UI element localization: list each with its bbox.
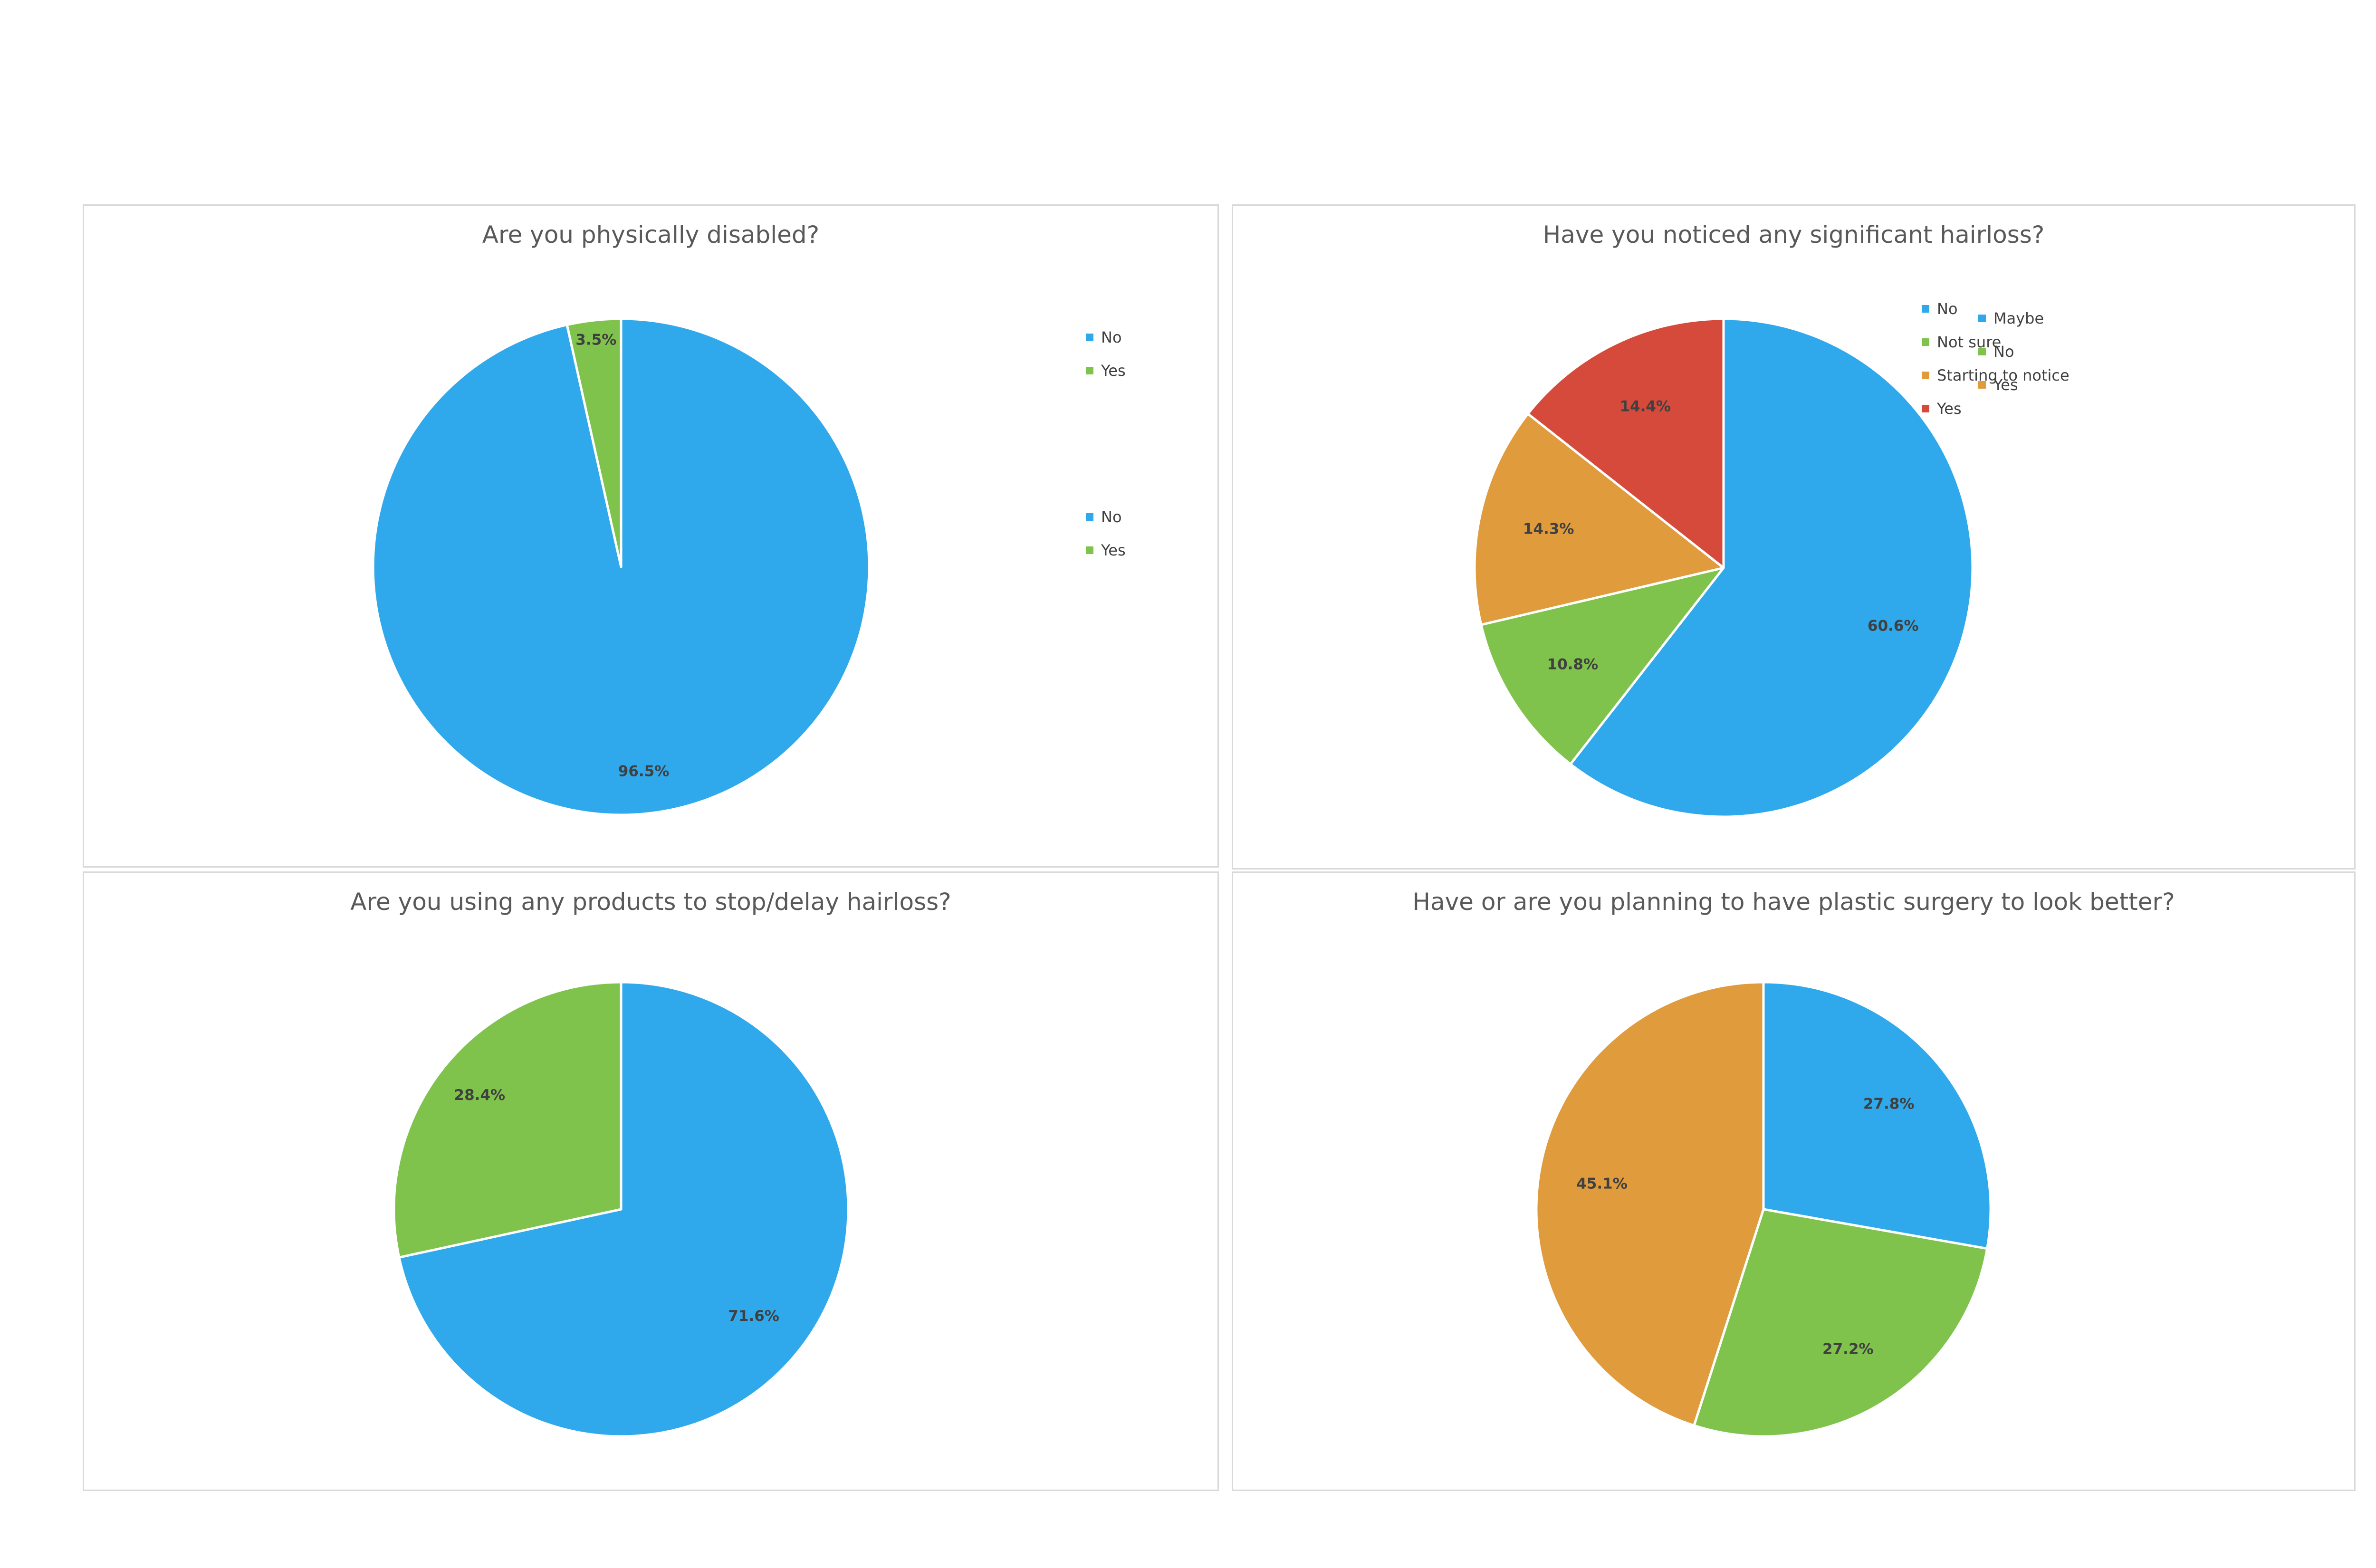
pie-chart: 27.8% 27.2% 45.1%: [1535, 981, 1992, 1438]
pie-chart: 96.5% 3.5%: [372, 317, 871, 816]
chart-panel-hairloss-noticed: Have you noticed any significant hairlos…: [1232, 204, 2356, 870]
legend-item-yes: Yes: [1922, 392, 2069, 425]
legend-item-starting-to-notice: Starting to notice: [1922, 359, 2069, 392]
legend-item-maybe: Maybe: [1978, 302, 2044, 335]
legend-item-no: No: [1086, 321, 1126, 354]
legend-item-yes: Yes: [1086, 354, 1126, 387]
legend-label: No: [1937, 300, 1958, 318]
pie-slice-no: [1569, 317, 1974, 818]
pie-slice-yes: [393, 981, 623, 1259]
data-label-not-sure: 10.8%: [1547, 656, 1599, 673]
data-label-yes: 28.4%: [454, 1087, 506, 1104]
legend-label: Yes: [1101, 541, 1126, 559]
chart-legend: Maybe No Yes: [1978, 302, 2044, 402]
legend-label: Starting to notice: [1937, 366, 2069, 384]
pie-slice-yes: [1535, 981, 1765, 1427]
legend-item-no: No: [1922, 292, 2069, 325]
chart-panel-plastic-surgery: Have or are you planning to have plastic…: [1232, 309, 2356, 1491]
chart-title: Are you physically disabled?: [482, 221, 820, 249]
legend-swatch: [1978, 381, 1986, 389]
legend-swatch: [1086, 334, 1093, 341]
legend-item-not-sure: Not sure: [1922, 325, 2069, 359]
legend-label: No: [1101, 508, 1122, 526]
legend-item-yes: Yes: [1086, 534, 1126, 567]
data-label-starting-to-notice: 14.3%: [1523, 520, 1574, 537]
chart-panel-physically-disabled: Are you physically disabled? 96.5% 3.5% N…: [83, 204, 1219, 868]
legend-item-yes: Yes: [1978, 368, 2044, 402]
legend-swatch: [1978, 348, 1986, 355]
legend-label: Maybe: [1993, 309, 2044, 327]
pie-slice-yes: [565, 317, 623, 568]
pie-slice-yes: [1526, 317, 1725, 569]
legend-swatch: [1086, 513, 1093, 521]
chart-panel-hairloss-products: Are you using any products to stop/delay…: [83, 328, 1219, 1491]
legend-swatch: [1086, 546, 1093, 554]
legend-swatch: [1922, 405, 1929, 412]
legend-swatch: [1086, 367, 1093, 374]
legend-item-no: No: [1978, 335, 2044, 368]
legend-label: No: [1993, 343, 2014, 361]
legend-item-no: No: [1086, 500, 1126, 534]
pie-slice-maybe: [1762, 981, 1992, 1250]
legend-label: Yes: [1937, 400, 1962, 418]
pie-slice-no: [1693, 1208, 1989, 1438]
chart-legend: No Not sure Starting to notice Yes: [1922, 292, 2069, 425]
chart-title: Are you using any products to stop/delay…: [350, 888, 951, 916]
pie-slice-no: [372, 317, 871, 816]
pie-chart: 71.6% 28.4%: [393, 981, 850, 1438]
legend-label: Yes: [1993, 376, 2018, 394]
pie-slice-not-sure: [1480, 566, 1725, 765]
data-label-yes: 14.4%: [1619, 398, 1671, 415]
data-label-no: 27.2%: [1822, 1341, 1874, 1358]
legend-label: Yes: [1101, 362, 1126, 380]
data-label-yes: 3.5%: [575, 332, 616, 349]
legend-swatch: [1978, 315, 1986, 322]
chart-legend: No Yes: [1086, 500, 1126, 567]
data-label-no: 60.6%: [1868, 618, 1919, 635]
legend-swatch: [1922, 305, 1929, 313]
chart-title: Have or are you planning to have plastic…: [1412, 888, 2175, 916]
data-label-no: 96.5%: [618, 763, 670, 780]
pie-slice-starting-to-notice: [1473, 412, 1725, 626]
chart-title: Have you noticed any significant hairlos…: [1542, 221, 2045, 249]
chart-legend: No Yes: [1086, 321, 1126, 387]
legend-label: No: [1101, 328, 1122, 346]
data-label-maybe: 27.8%: [1863, 1096, 1915, 1113]
legend-label: Not sure: [1937, 333, 2002, 351]
data-label-yes: 45.1%: [1576, 1176, 1628, 1193]
legend-swatch: [1922, 338, 1929, 346]
legend-swatch: [1922, 372, 1929, 379]
pie-slice-no: [398, 981, 850, 1438]
data-label-no: 71.6%: [728, 1308, 779, 1325]
pie-chart: 60.6% 10.8% 14.3% 14.4%: [1473, 317, 1974, 818]
